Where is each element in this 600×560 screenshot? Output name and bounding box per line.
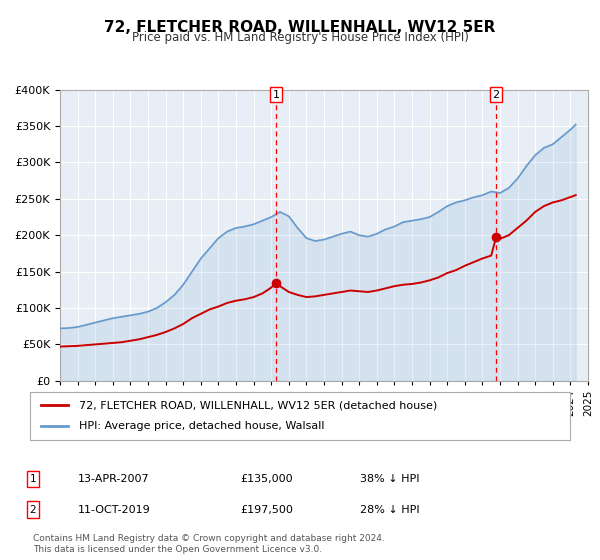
- Text: 1: 1: [272, 90, 280, 100]
- Text: This data is licensed under the Open Government Licence v3.0.: This data is licensed under the Open Gov…: [33, 545, 322, 554]
- Text: £135,000: £135,000: [240, 474, 293, 484]
- Text: Contains HM Land Registry data © Crown copyright and database right 2024.: Contains HM Land Registry data © Crown c…: [33, 534, 385, 543]
- Text: 72, FLETCHER ROAD, WILLENHALL, WV12 5ER: 72, FLETCHER ROAD, WILLENHALL, WV12 5ER: [104, 20, 496, 35]
- Text: £197,500: £197,500: [240, 505, 293, 515]
- Text: 28% ↓ HPI: 28% ↓ HPI: [360, 505, 419, 515]
- Text: 38% ↓ HPI: 38% ↓ HPI: [360, 474, 419, 484]
- Text: 13-APR-2007: 13-APR-2007: [78, 474, 149, 484]
- Text: 11-OCT-2019: 11-OCT-2019: [78, 505, 151, 515]
- Text: Price paid vs. HM Land Registry's House Price Index (HPI): Price paid vs. HM Land Registry's House …: [131, 31, 469, 44]
- Text: HPI: Average price, detached house, Walsall: HPI: Average price, detached house, Wals…: [79, 421, 324, 431]
- Text: 2: 2: [29, 505, 37, 515]
- Text: 2: 2: [493, 90, 500, 100]
- Text: 1: 1: [29, 474, 37, 484]
- Text: 72, FLETCHER ROAD, WILLENHALL, WV12 5ER (detached house): 72, FLETCHER ROAD, WILLENHALL, WV12 5ER …: [79, 400, 437, 410]
